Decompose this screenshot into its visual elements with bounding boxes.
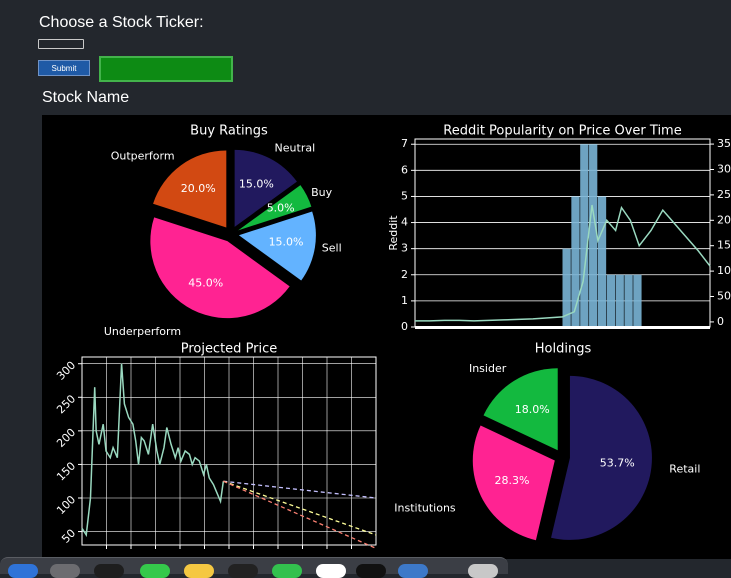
page-heading: Choose a Stock Ticker: bbox=[39, 14, 204, 31]
line-series-projection-2 bbox=[223, 480, 377, 536]
y-tick-label: 3 bbox=[401, 242, 408, 255]
pie-label: Retail bbox=[669, 463, 700, 476]
bar bbox=[597, 196, 607, 327]
messages-icon[interactable] bbox=[140, 564, 170, 578]
activity-monitor-icon[interactable] bbox=[228, 564, 258, 578]
y-tick-label: 150 bbox=[54, 459, 78, 483]
y-tick-label: 2 bbox=[401, 268, 408, 281]
bar bbox=[624, 274, 633, 327]
pie-label: Neutral bbox=[275, 142, 316, 155]
finder-icon[interactable] bbox=[8, 564, 38, 578]
stock-name-label: Stock Name bbox=[42, 89, 130, 106]
chart-title: Buy Ratings bbox=[190, 124, 268, 139]
y2-tick-label: 150 bbox=[717, 239, 731, 252]
line-series-price bbox=[81, 363, 225, 538]
x-axis-bar bbox=[415, 326, 710, 329]
pie-slice-sell bbox=[238, 211, 316, 281]
chart-title: Reddit Popularity on Price Over Time bbox=[443, 124, 681, 139]
y2-tick-label: 300 bbox=[717, 162, 731, 175]
y-tick-label: 200 bbox=[54, 426, 78, 450]
y-tick-label: 50 bbox=[59, 527, 78, 546]
y2-tick-label: 350 bbox=[717, 137, 731, 150]
pie-pct-label: 15.0% bbox=[239, 177, 274, 190]
pie-pct-label: 28.3% bbox=[494, 474, 529, 487]
y-tick-label: 0 bbox=[401, 320, 408, 333]
preview-icon[interactable] bbox=[398, 564, 428, 578]
notes-icon[interactable] bbox=[184, 564, 214, 578]
y2-tick-label: 100 bbox=[717, 264, 731, 277]
pie-pct-label: 15.0% bbox=[269, 236, 304, 249]
y2-tick-label: 50 bbox=[717, 290, 731, 303]
bar bbox=[571, 196, 580, 327]
y-tick-label: 6 bbox=[401, 163, 408, 176]
y-tick-label: 4 bbox=[401, 216, 408, 229]
bar bbox=[606, 274, 616, 327]
pie-slice-outperform bbox=[153, 150, 227, 228]
chart-figure: Buy Ratings 15.0% Neutral 5.0% Buy 15.0% Sell 4… bbox=[42, 115, 731, 559]
pie-slice-retail bbox=[551, 375, 652, 540]
y-tick-label: 250 bbox=[54, 392, 78, 416]
pie-pct-label: 18.0% bbox=[515, 403, 550, 416]
pie-pct-label: 20.0% bbox=[181, 182, 216, 195]
y2-tick-label: 250 bbox=[717, 188, 731, 201]
pie-label: Insider bbox=[469, 362, 507, 375]
github-icon[interactable] bbox=[356, 564, 386, 578]
dock bbox=[0, 557, 508, 578]
terminal-icon[interactable] bbox=[94, 564, 124, 578]
y2-tick-label: 0 bbox=[717, 315, 724, 328]
bar bbox=[633, 274, 642, 327]
status-box bbox=[99, 56, 233, 82]
chart-title: Holdings bbox=[535, 342, 592, 357]
bar bbox=[589, 144, 598, 327]
pie-slice-neutral bbox=[234, 149, 297, 227]
pie-pct-label: 45.0% bbox=[188, 277, 223, 290]
y2-tick-label: 200 bbox=[717, 213, 731, 226]
y-tick-label: 100 bbox=[54, 493, 78, 517]
pie-label: Sell bbox=[322, 241, 342, 254]
y-tick-label: 5 bbox=[401, 189, 408, 202]
y-tick-label: 300 bbox=[54, 359, 78, 383]
pie-pct-label: 53.7% bbox=[600, 456, 635, 469]
safari-icon[interactable] bbox=[316, 564, 346, 578]
bar bbox=[580, 144, 589, 327]
trash-icon[interactable] bbox=[468, 564, 498, 578]
chart-canvas: Buy Ratings 15.0% Neutral 5.0% Buy 15.0% Sell 4… bbox=[54, 124, 731, 549]
pie-pct-label: 5.0% bbox=[267, 202, 295, 215]
pie-slice-underperform bbox=[150, 217, 290, 319]
facetime-icon[interactable] bbox=[272, 564, 302, 578]
pie-slice-institutions bbox=[472, 425, 555, 541]
pie-slice-insider bbox=[483, 368, 558, 451]
y-tick-label: 7 bbox=[401, 137, 408, 150]
bar bbox=[562, 248, 571, 327]
line-series-price bbox=[415, 204, 711, 322]
bar bbox=[615, 274, 624, 327]
pie-label: Underperform bbox=[104, 325, 181, 338]
pie-label: Buy bbox=[311, 186, 333, 199]
chart-title: Projected Price bbox=[181, 342, 278, 357]
pie-label: Institutions bbox=[394, 501, 456, 514]
launchpad-icon[interactable] bbox=[50, 564, 80, 578]
y-axis-label: Reddit bbox=[387, 215, 400, 251]
ticker-input[interactable] bbox=[38, 39, 84, 49]
pie-slice-buy bbox=[238, 185, 312, 231]
pie-label: Outperform bbox=[111, 149, 175, 162]
line-series-projection-1 bbox=[223, 480, 377, 499]
submit-button[interactable]: Submit bbox=[38, 60, 90, 76]
y-tick-label: 1 bbox=[401, 294, 408, 307]
